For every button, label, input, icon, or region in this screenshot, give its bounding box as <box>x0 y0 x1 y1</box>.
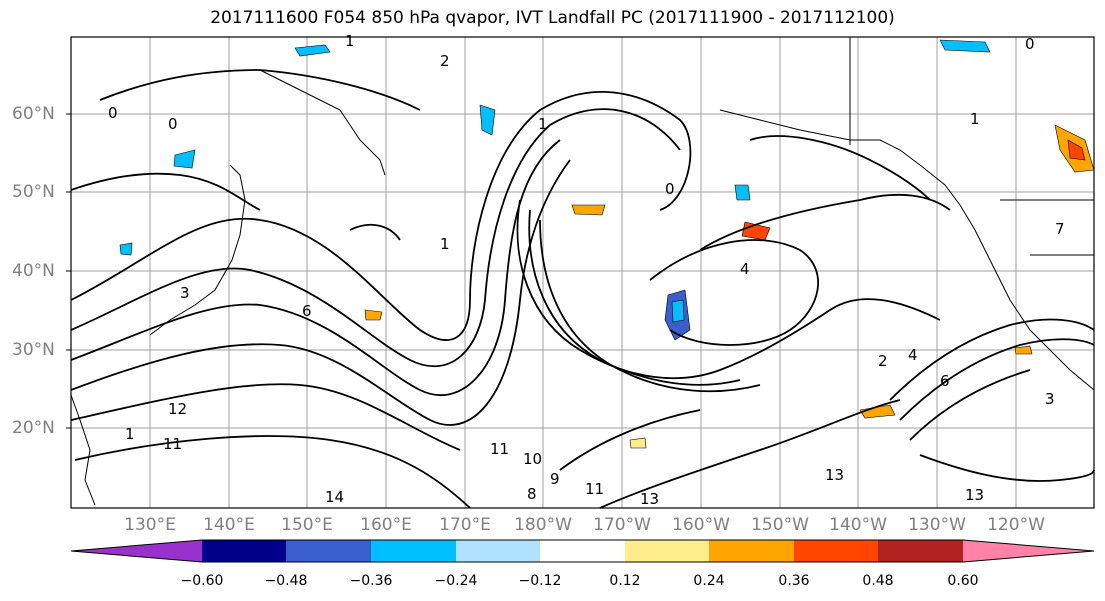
lat-label: 40°N <box>12 261 55 281</box>
lon-label: 180°W <box>514 515 572 535</box>
colorbar-tick-label: 0.60 <box>947 573 979 589</box>
contour-label: 9 <box>550 470 560 488</box>
lat-label: 20°N <box>12 418 55 438</box>
colorbar-tick-label: −0.36 <box>349 573 393 589</box>
contour-label: 3 <box>1045 390 1055 408</box>
colorbar-tick-label: 0.48 <box>862 573 894 589</box>
chart-title: 2017111600 F054 850 hPa qvapor, IVT Land… <box>210 8 895 28</box>
contour-label: 11 <box>490 440 510 458</box>
lon-label: 120°W <box>987 515 1045 535</box>
contour-label: 1 <box>345 32 355 50</box>
contour-label: 8 <box>527 485 537 503</box>
lon-label: 150°W <box>751 515 809 535</box>
contour-label: 2 <box>440 52 450 70</box>
colorbar-tick-label: −0.48 <box>264 573 308 589</box>
ivt-contours <box>70 69 1095 509</box>
contour-label: 6 <box>940 372 950 390</box>
colorbar-tick-label: −0.12 <box>518 573 562 589</box>
contour-label: 2 <box>878 352 888 370</box>
contour-label: 13 <box>825 466 845 484</box>
lon-label: 140°W <box>829 515 887 535</box>
lon-label: 160°W <box>672 515 730 535</box>
lat-label: 60°N <box>12 104 55 124</box>
contour-label: 1 <box>970 110 980 128</box>
contour-label: 13 <box>965 486 985 504</box>
contour-label: 0 <box>168 115 178 133</box>
lat-label: 30°N <box>12 340 55 360</box>
contour-label: 4 <box>908 346 918 364</box>
contour-label: 3 <box>180 284 190 302</box>
lat-label: 50°N <box>12 182 55 202</box>
lon-label: 130°E <box>124 515 176 535</box>
colorbar-tick-label: 0.24 <box>693 573 725 589</box>
plot-frame <box>70 36 1095 509</box>
contour-label: 1 <box>440 235 450 253</box>
contour-label: 1 <box>538 115 548 133</box>
colorbar-tick-label: 0.12 <box>609 573 641 589</box>
lon-label: 140°E <box>203 515 255 535</box>
contour-label: 12 <box>168 400 188 418</box>
contour-label: 11 <box>585 480 605 498</box>
colorbar-tick-label: −0.24 <box>434 573 478 589</box>
contour-label: 13 <box>640 490 660 508</box>
contour-label: 4 <box>740 260 750 278</box>
colorbar-tick-label: 0.36 <box>778 573 810 589</box>
anomaly-shading <box>119 39 1095 449</box>
lon-label: 150°E <box>281 515 333 535</box>
lon-label: 170°E <box>439 515 491 535</box>
gridlines <box>71 37 1094 508</box>
contour-label: 6 <box>302 302 312 320</box>
contour-label: 1 <box>125 425 135 443</box>
coastlines <box>70 37 1095 506</box>
lon-label: 130°W <box>908 515 966 535</box>
contour-label: 10 <box>523 450 543 468</box>
contour-label: 0 <box>108 104 118 122</box>
lon-label: 170°W <box>593 515 651 535</box>
lon-label: 160°E <box>360 515 412 535</box>
colorbar-tick-label: −0.60 <box>180 573 224 589</box>
contour-label: 14 <box>325 488 345 506</box>
contour-label: 11 <box>163 435 183 453</box>
contour-label: 7 <box>1055 220 1065 238</box>
contour-label: 0 <box>1025 35 1035 53</box>
contour-label: 0 <box>665 180 675 198</box>
